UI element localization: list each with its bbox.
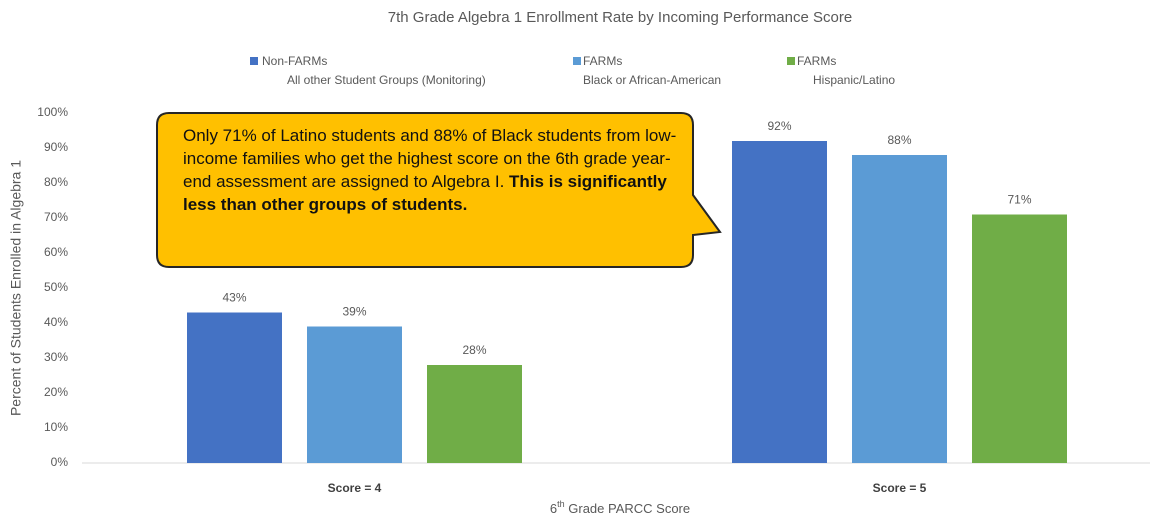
x-axis-label-part: Grade PARCC Score xyxy=(565,501,690,516)
annotation-bold: This is significantly less than other gr… xyxy=(183,172,667,214)
y-tick-label: 30% xyxy=(44,350,68,364)
annotation: Only 71% of Latino students and 88% of B… xyxy=(183,124,683,216)
y-tick-label: 70% xyxy=(44,210,68,224)
data-label: 43% xyxy=(222,291,246,305)
bar xyxy=(732,141,827,463)
y-axis-label: Percent of Students Enrolled in Algebra … xyxy=(8,160,24,416)
data-label: 28% xyxy=(462,343,486,357)
y-tick-label: 60% xyxy=(44,245,68,259)
bar xyxy=(972,214,1067,463)
data-label: 39% xyxy=(342,305,366,319)
x-tick-label: Score = 5 xyxy=(873,481,927,495)
data-label: 92% xyxy=(767,119,791,133)
legend-label: All other Student Groups (Monitoring) xyxy=(287,73,486,87)
bar xyxy=(852,155,947,463)
chart-title: 7th Grade Algebra 1 Enrollment Rate by I… xyxy=(388,9,852,26)
legend-swatch xyxy=(250,57,258,65)
legend-label: Hispanic/Latino xyxy=(813,73,895,87)
data-label: 71% xyxy=(1007,193,1031,207)
legend-label: FARMs xyxy=(797,54,836,68)
legend-label: FARMs xyxy=(583,54,622,68)
x-tick-label: Score = 4 xyxy=(328,481,382,495)
legend-label: Non-FARMs xyxy=(262,54,327,68)
x-axis-label: 6th Grade PARCC Score xyxy=(550,499,690,516)
y-tick-label: 50% xyxy=(44,280,68,294)
y-tick-label: 10% xyxy=(44,420,68,434)
y-tick-label: 0% xyxy=(51,455,69,469)
legend-swatch xyxy=(573,57,581,65)
callout xyxy=(156,112,722,268)
annotation-text: Only 71% of Latino students and 88% of B… xyxy=(183,126,677,191)
y-tick-label: 20% xyxy=(44,385,68,399)
bar xyxy=(187,312,282,463)
y-tick-label: 80% xyxy=(44,175,68,189)
y-tick-label: 40% xyxy=(44,315,68,329)
x-axis-label-sup: th xyxy=(557,499,565,509)
legend-swatch xyxy=(787,57,795,65)
bar xyxy=(427,365,522,463)
legend-label: Black or African-American xyxy=(583,73,721,87)
bar xyxy=(307,326,402,463)
y-tick-label: 90% xyxy=(44,140,68,154)
x-axis-label-part: 6 xyxy=(550,501,557,516)
y-tick-label: 100% xyxy=(37,105,68,119)
data-label: 88% xyxy=(887,133,911,147)
